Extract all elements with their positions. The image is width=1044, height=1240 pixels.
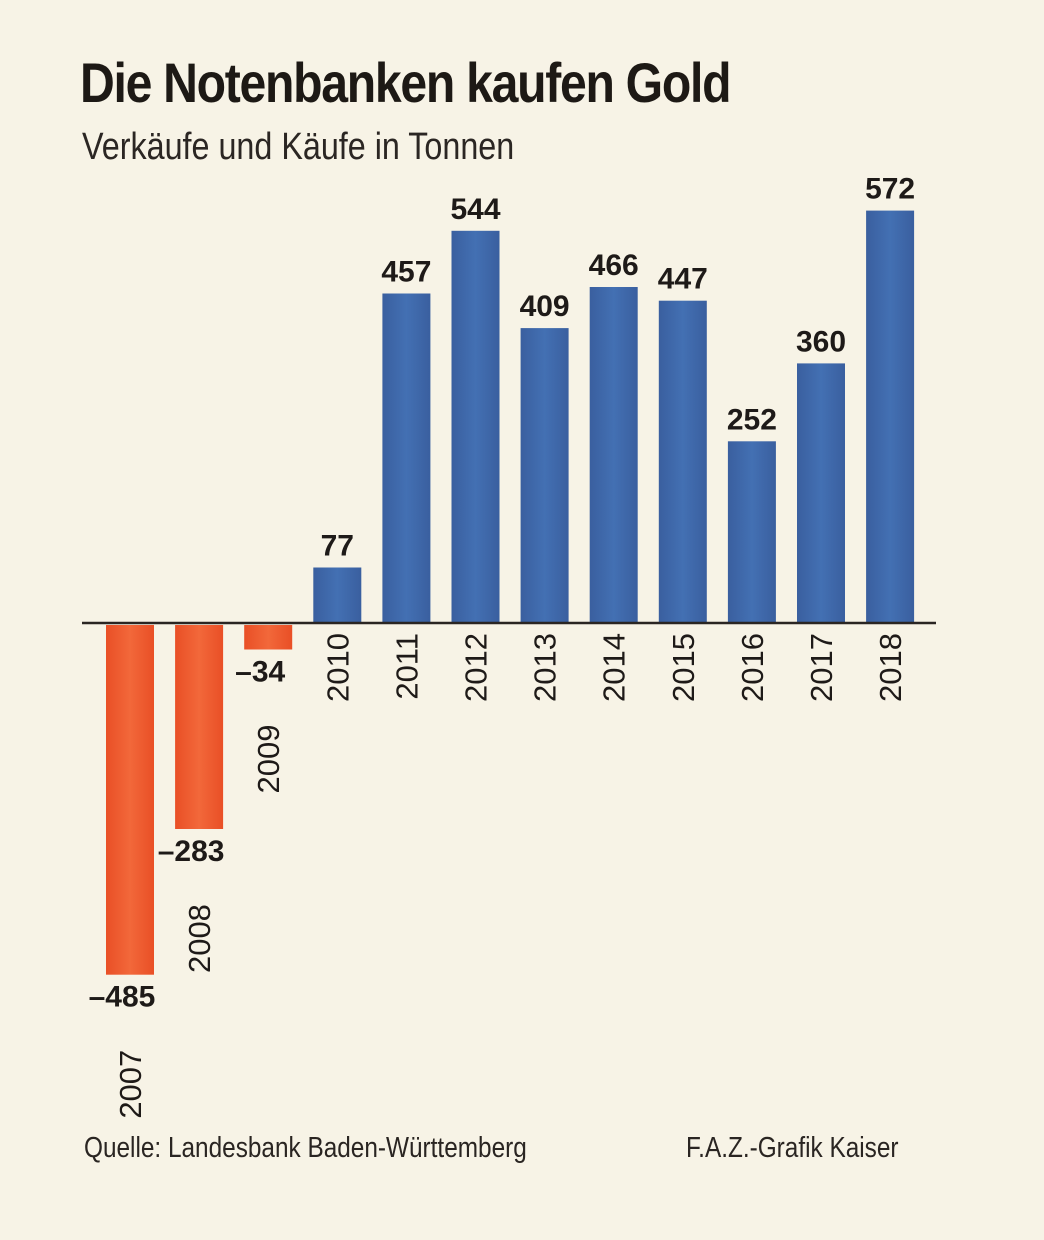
value-label-2011: 457 <box>381 256 431 289</box>
value-label-2017: 360 <box>796 325 846 358</box>
chart-title: Die Notenbanken kaufen Gold <box>80 51 732 114</box>
value-label-2010: 77 <box>321 530 354 563</box>
bars-group <box>106 210 915 975</box>
value-label-2008: –283 <box>158 835 225 868</box>
value-label-2012: 544 <box>450 193 500 226</box>
tick-label-2017: 2017 <box>804 633 839 702</box>
bar-2015 <box>658 300 707 623</box>
bar-2007 <box>106 625 154 975</box>
source-note: Quelle: Landesbank Baden-Württemberg <box>84 1132 527 1164</box>
bar-2008 <box>175 625 224 829</box>
value-label-2015: 447 <box>658 263 708 296</box>
value-label-2018: 572 <box>865 173 915 206</box>
tick-label-2010: 2010 <box>320 633 355 702</box>
tick-label-2009: 2009 <box>251 725 286 794</box>
bar-2012 <box>451 230 500 624</box>
value-label-2014: 466 <box>589 249 639 282</box>
bar-2018 <box>866 210 915 623</box>
tick-label-2007: 2007 <box>113 1050 148 1119</box>
bar-2011 <box>382 293 431 623</box>
chart-subtitle: Verkäufe und Käufe in Tonnen <box>82 126 515 168</box>
bar-2014 <box>589 287 638 623</box>
value-label-2007: –485 <box>89 981 156 1014</box>
tick-label-2014: 2014 <box>597 633 632 702</box>
bar-2016 <box>727 441 776 623</box>
value-label-2016: 252 <box>727 403 777 436</box>
tick-label-2012: 2012 <box>459 633 494 702</box>
value-label-2013: 409 <box>520 290 570 323</box>
tick-label-2011: 2011 <box>389 633 424 700</box>
tick-label-2015: 2015 <box>666 633 701 702</box>
tick-label-2013: 2013 <box>528 633 563 702</box>
bar-2009 <box>244 625 293 650</box>
labels-group: –485 2007 –283 2008 –34 2009 77 2010 457 2011 544 2… <box>89 173 916 1119</box>
bar-2013 <box>520 328 569 623</box>
graphic-credit: F.A.Z.-Grafik Kaiser <box>686 1132 899 1164</box>
tick-label-2008: 2008 <box>182 904 217 973</box>
bar-2017 <box>797 363 845 623</box>
value-label-2009: –34 <box>235 656 285 689</box>
tick-label-2018: 2018 <box>873 633 908 702</box>
bar-2010 <box>313 567 362 623</box>
tick-label-2016: 2016 <box>735 633 770 702</box>
